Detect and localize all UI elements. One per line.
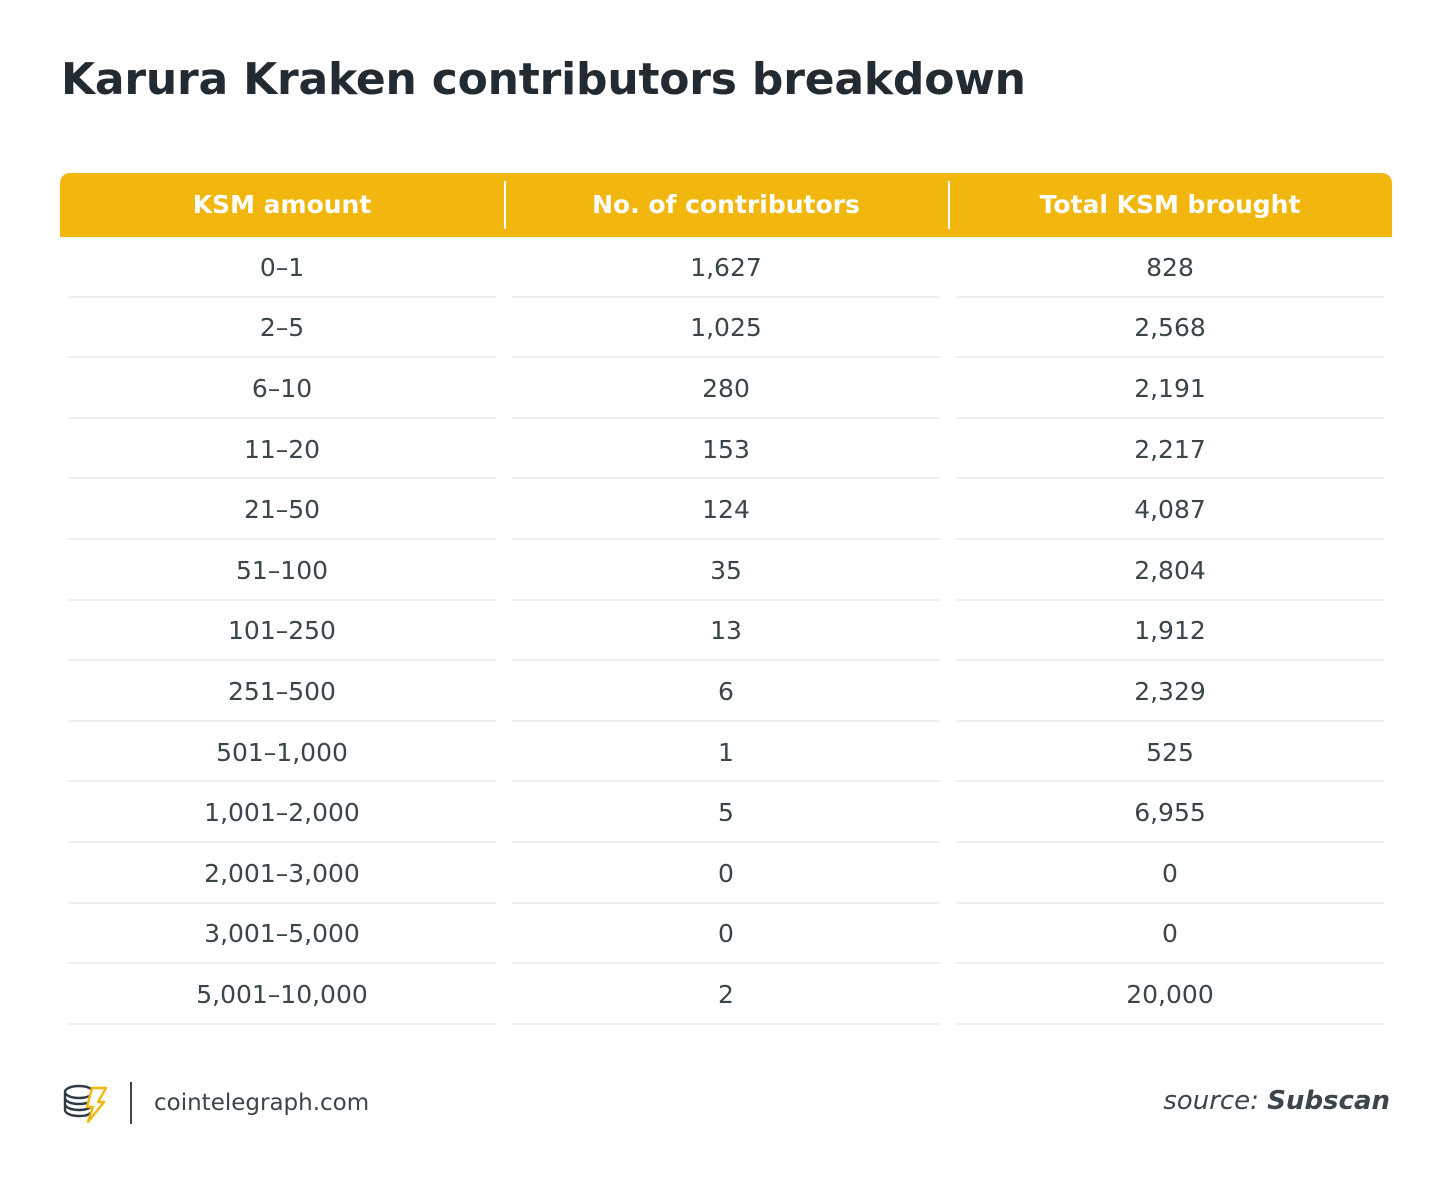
total-ksm-cell: 1,912 [948,601,1392,662]
total-ksm-cell: 2,329 [948,661,1392,722]
column-header-ksm-amount: KSM amount [192,190,372,219]
source-name: Subscan [1267,1086,1390,1116]
ksm-amount-cell: 5,001–10,000 [60,964,504,1025]
total-ksm-cell: 2,217 [948,419,1392,480]
source-label: source: [1163,1086,1259,1116]
table-row: 2–5 1,025 2,568 [60,298,1392,359]
table-row: 0–1 1,627 828 [60,237,1392,298]
footer-divider [130,1082,132,1124]
table-row: 1,001–2,000 5 6,955 [60,782,1392,843]
column-header-contributors: No. of contributors [504,173,948,237]
ksm-amount-cell: 1,001–2,000 [60,782,504,843]
ksm-amount-cell: 3,001–5,000 [60,904,504,965]
site-name: cointelegraph.com [154,1090,370,1116]
table-row: 101–250 13 1,912 [60,601,1392,662]
contributors-cell: 35 [504,540,948,601]
table-row: 6–10 280 2,191 [60,358,1392,419]
contributors-cell: 1,627 [504,237,948,298]
contributors-cell: 6 [504,661,948,722]
contributors-cell: 124 [504,479,948,540]
cointelegraph-logo-icon [63,1084,108,1124]
table-header: KSM amount No. of contributors Total KSM… [60,173,1392,237]
total-ksm-cell: 4,087 [948,479,1392,540]
source-credit: source: Subscan [1163,1086,1390,1116]
table-body: 0–1 1,627 828 2–5 1,025 2,568 6–10 280 2,191 11–2… [60,237,1392,1025]
column-header-total-ksm: Total KSM brought [948,173,1392,237]
table-row: 3,001–5,000 0 0 [60,904,1392,965]
ksm-amount-cell: 51–100 [60,540,504,601]
contributors-cell: 13 [504,601,948,662]
total-ksm-cell: 0 [948,904,1392,965]
table-row: 2,001–3,000 0 0 [60,843,1392,904]
table-row: 251–500 6 2,329 [60,661,1392,722]
total-ksm-cell: 2,804 [948,540,1392,601]
chart-title: Karura Kraken contributors breakdown [61,54,1026,105]
total-ksm-cell: 2,568 [948,298,1392,359]
ksm-amount-cell: 251–500 [60,661,504,722]
contributors-cell: 280 [504,358,948,419]
contributors-cell: 0 [504,904,948,965]
total-ksm-cell: 525 [948,722,1392,783]
footer: cointelegraph.com [62,1080,369,1126]
ksm-amount-cell: 2,001–3,000 [60,843,504,904]
contributors-cell: 153 [504,419,948,480]
ksm-amount-cell: 101–250 [60,601,504,662]
total-ksm-cell: 20,000 [948,964,1392,1025]
ksm-amount-cell: 501–1,000 [60,722,504,783]
ksm-amount-cell: 0–1 [60,237,504,298]
ksm-amount-cell: 2–5 [60,298,504,359]
table-row: 5,001–10,000 2 20,000 [60,964,1392,1025]
ksm-amount-cell: 21–50 [60,479,504,540]
ksm-amount-cell: 11–20 [60,419,504,480]
contributors-cell: 1 [504,722,948,783]
ksm-amount-cell: 6–10 [60,358,504,419]
table-row: 51–100 35 2,804 [60,540,1392,601]
table-row: 501–1,000 1 525 [60,722,1392,783]
contributors-table: KSM amount No. of contributors Total KSM… [60,173,1392,1025]
contributors-cell: 2 [504,964,948,1025]
total-ksm-cell: 0 [948,843,1392,904]
total-ksm-cell: 2,191 [948,358,1392,419]
contributors-cell: 1,025 [504,298,948,359]
table-row: 21–50 124 4,087 [60,479,1392,540]
contributors-cell: 5 [504,782,948,843]
table-row: 11–20 153 2,217 [60,419,1392,480]
contributors-cell: 0 [504,843,948,904]
total-ksm-cell: 828 [948,237,1392,298]
total-ksm-cell: 6,955 [948,782,1392,843]
